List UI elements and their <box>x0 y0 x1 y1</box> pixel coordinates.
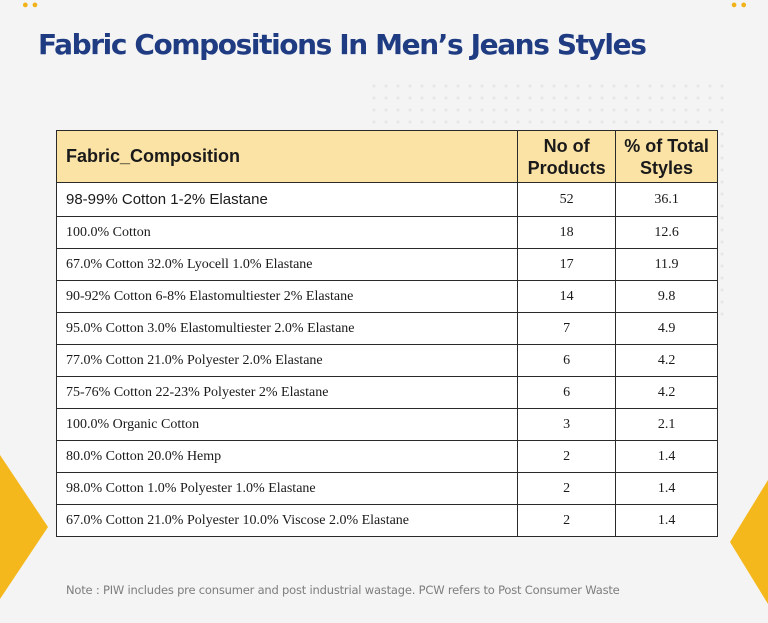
cell-share: 11.9 <box>615 248 718 281</box>
cell-share: 4.2 <box>615 344 718 377</box>
table-row: 100.0% Organic Cotton 3 2.1 <box>55 408 718 441</box>
cell-composition: 67.0% Cotton 32.0% Lyocell 1.0% Elastane <box>55 248 519 281</box>
header-share-line1: % of Total <box>624 135 709 156</box>
table-row: 67.0% Cotton 32.0% Lyocell 1.0% Elastane… <box>55 248 718 281</box>
cell-products: 2 <box>517 440 617 473</box>
cell-share: 4.9 <box>615 312 718 345</box>
decorative-dots-right: ●● <box>730 0 750 11</box>
cell-share: 1.4 <box>615 472 718 505</box>
cell-composition: 98.0% Cotton 1.0% Polyester 1.0% Elastan… <box>55 472 519 505</box>
cell-products: 2 <box>517 472 617 505</box>
decorative-triangle-left <box>0 455 48 599</box>
cell-products: 2 <box>517 504 617 537</box>
table-header-row: Fabric_Composition No of Products % of T… <box>55 130 718 183</box>
cell-share: 9.8 <box>615 280 718 313</box>
decorative-triangle-right <box>730 480 768 604</box>
cell-composition: 90-92% Cotton 6-8% Elastomultiester 2% E… <box>55 280 519 313</box>
cell-products: 3 <box>517 408 617 441</box>
cell-composition: 100.0% Organic Cotton <box>55 408 519 441</box>
header-composition: Fabric_Composition <box>55 130 519 183</box>
table-row: 100.0% Cotton 18 12.6 <box>55 216 718 249</box>
table-row: 80.0% Cotton 20.0% Hemp 2 1.4 <box>55 440 718 473</box>
table-row: 77.0% Cotton 21.0% Polyester 2.0% Elasta… <box>55 344 718 377</box>
table-row: 90-92% Cotton 6-8% Elastomultiester 2% E… <box>55 280 718 313</box>
cell-composition: 100.0% Cotton <box>55 216 519 249</box>
cell-share: 36.1 <box>615 182 718 217</box>
footnote: Note : PIW includes pre consumer and pos… <box>66 583 620 597</box>
table-row: 67.0% Cotton 21.0% Polyester 10.0% Visco… <box>55 504 718 537</box>
fabric-composition-table: Fabric_Composition No of Products % of T… <box>55 130 718 537</box>
table-row: 98-99% Cotton 1-2% Elastane 52 36.1 <box>55 182 718 217</box>
header-products: No of Products <box>517 130 617 183</box>
cell-composition: 95.0% Cotton 3.0% Elastomultiester 2.0% … <box>55 312 519 345</box>
table-row: 98.0% Cotton 1.0% Polyester 1.0% Elastan… <box>55 472 718 505</box>
cell-share: 1.4 <box>615 504 718 537</box>
decorative-dots-left: ●● <box>22 0 42 11</box>
table-row: 95.0% Cotton 3.0% Elastomultiester 2.0% … <box>55 312 718 345</box>
cell-products: 7 <box>517 312 617 345</box>
cell-composition: 98-99% Cotton 1-2% Elastane <box>55 182 519 217</box>
cell-products: 17 <box>517 248 617 281</box>
cell-products: 6 <box>517 376 617 409</box>
header-products-line1: No of <box>543 135 590 156</box>
cell-share: 12.6 <box>615 216 718 249</box>
header-share-line2: Styles <box>640 157 694 178</box>
cell-products: 14 <box>517 280 617 313</box>
cell-share: 4.2 <box>615 376 718 409</box>
cell-composition: 77.0% Cotton 21.0% Polyester 2.0% Elasta… <box>55 344 519 377</box>
cell-share: 1.4 <box>615 440 718 473</box>
cell-composition: 80.0% Cotton 20.0% Hemp <box>55 440 519 473</box>
cell-products: 18 <box>517 216 617 249</box>
page-title: Fabric Compositions In Men’s Jeans Style… <box>38 28 647 61</box>
cell-composition: 67.0% Cotton 21.0% Polyester 10.0% Visco… <box>55 504 519 537</box>
header-share: % of Total Styles <box>615 130 718 183</box>
cell-composition: 75-76% Cotton 22-23% Polyester 2% Elasta… <box>55 376 519 409</box>
table-row: 75-76% Cotton 22-23% Polyester 2% Elasta… <box>55 376 718 409</box>
cell-products: 6 <box>517 344 617 377</box>
cell-products: 52 <box>517 182 617 217</box>
header-products-line2: Products <box>527 157 606 178</box>
cell-share: 2.1 <box>615 408 718 441</box>
